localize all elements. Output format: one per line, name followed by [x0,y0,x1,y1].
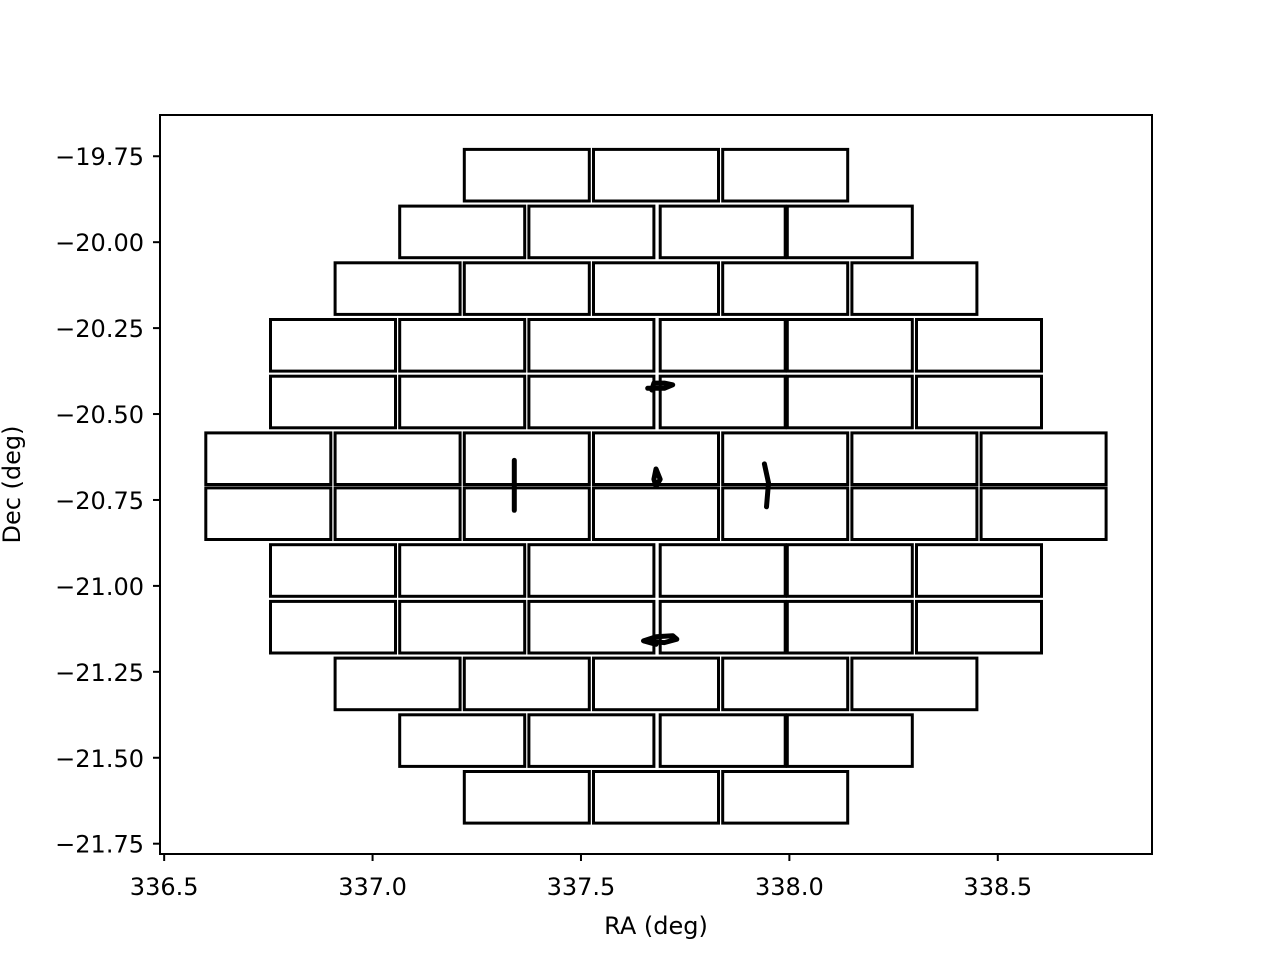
ccd-rect-r3-c4 [785,318,914,373]
y-tick-label: −21.25 [55,659,144,687]
center-dot-mark [651,466,663,489]
ccd-rect-r10-c2 [658,713,787,768]
focus-chip-top-mark [645,380,676,393]
guide-chip-right-mark [761,461,771,510]
ccd-rect-r6-c0 [204,486,333,541]
ccd-rect-r3-c1 [398,318,527,373]
x-axis-label: RA (deg) [604,912,708,940]
ccd-rect-r4-c2 [527,374,656,430]
ccd-rect-r7-c2 [527,543,656,598]
ccd-rect-r11-c1 [592,770,720,825]
ccd-rect-r6-c1 [333,486,462,541]
x-tick-label: 337.0 [338,873,407,901]
ccd-rect-r5-c0 [204,431,333,486]
ccd-rect-r5-c4 [721,431,850,486]
ccd-rect-r6-c5 [850,486,979,541]
y-tick-label: −21.75 [55,831,144,859]
ccd-rect-r10-c1 [527,713,656,768]
ccd-rect-r9-c3 [721,656,850,712]
ccd-rect-r4-c4 [785,374,914,430]
x-axis-ticks: 336.5 337.0 337.5 338.0 338.5 [130,854,1032,901]
ccd-rect-r5-c2 [462,431,591,486]
y-tick-label: −21.50 [55,745,144,773]
x-tick-label: 337.5 [547,873,616,901]
ccd-rect-r1-c3 [785,204,914,260]
ccd-rect-r1-c2 [658,204,787,260]
ccd-rect-r4-c0 [269,374,397,430]
ccd-rect-r10-c3 [785,713,914,768]
ccd-rect-r5-c5 [850,431,979,486]
ccd-rect-r11-c2 [721,770,850,825]
plot-frame [159,114,1153,855]
ccd-rect-r8-c3 [658,599,787,655]
ccd-rect-r0-c2 [721,147,850,203]
x-tick-label: 336.5 [130,873,199,901]
ccd-rect-r6-c6 [979,486,1108,541]
ccd-rect-r2-c0 [333,261,462,316]
ccd-rect-r4-c5 [915,374,1043,430]
ccd-rect-r9-c1 [462,656,591,712]
ccd-rect-r2-c3 [721,261,850,316]
ccd-rect-r7-c0 [269,543,397,598]
y-axis-label: Dec (deg) [0,425,26,543]
ccd-rect-r6-c3 [592,486,720,541]
y-tick-label: −20.00 [55,229,144,257]
ccd-rect-r4-c1 [398,374,527,430]
ccd-rect-r3-c2 [527,318,656,373]
ccd-rect-r7-c3 [658,543,787,598]
x-tick-label: 338.0 [755,873,824,901]
ccd-rect-r0-c0 [462,147,591,203]
y-tick-label: −20.75 [55,487,144,515]
ccd-rect-r9-c4 [850,656,979,712]
ccd-rect-r3-c0 [269,318,397,373]
ccd-rect-r8-c5 [915,599,1043,655]
ccd-rect-r5-c1 [333,431,462,486]
ccd-rect-r2-c4 [850,261,979,316]
ccd-rect-r9-c2 [592,656,720,712]
ccd-layer [204,147,1108,825]
y-axis-ticks: −19.75 −20.00 −20.25 −20.50 −20.75 −21.00 −21.… [55,143,160,859]
ccd-rect-r1-c1 [527,204,656,260]
y-tick-label: −20.50 [55,401,144,429]
ccd-rect-r2-c1 [462,261,591,316]
ccd-rect-r8-c1 [398,599,527,655]
ccd-rect-r6-c4 [721,486,850,541]
ccd-rect-r8-c0 [269,599,397,655]
ccd-rect-r2-c2 [592,261,720,316]
ccd-rect-r6-c2 [462,486,591,541]
y-tick-label: −21.00 [55,573,144,601]
ccd-rect-r9-c0 [333,656,462,712]
focus-chip-bottom-mark [641,633,680,647]
ccd-rect-r7-c5 [915,543,1043,598]
ccd-rect-r11-c0 [462,770,591,825]
y-tick-label: −20.25 [55,315,144,343]
ccd-rect-r3-c3 [658,318,787,373]
ccd-rect-r4-c3 [658,374,787,430]
mark-layer [511,380,771,647]
x-tick-label: 338.5 [963,873,1032,901]
ccd-rect-r8-c2 [527,599,656,655]
ccd-rect-r3-c5 [915,318,1043,373]
ccd-rect-r7-c4 [785,543,914,598]
ccd-rect-r1-c0 [398,204,527,260]
ccd-rect-r0-c1 [592,147,720,203]
y-tick-label: −19.75 [55,143,144,171]
ccd-rect-r8-c4 [785,599,914,655]
ccd-rect-r5-c6 [979,431,1108,486]
ccd-rect-r7-c1 [398,543,527,598]
ccd-rect-r10-c0 [398,713,527,768]
